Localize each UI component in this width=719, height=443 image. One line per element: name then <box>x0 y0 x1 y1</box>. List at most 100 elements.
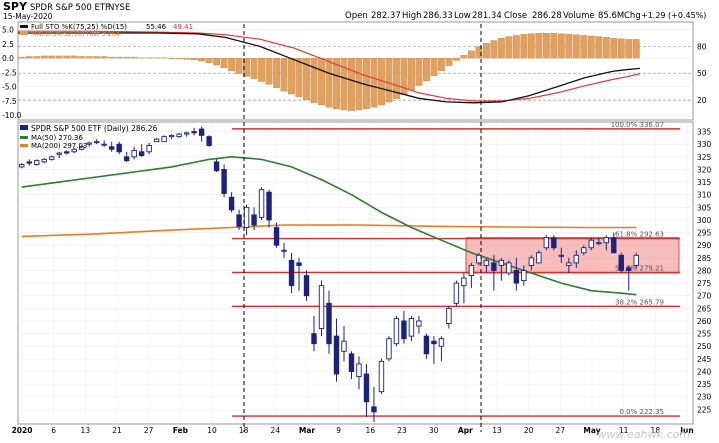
macd-hist-bar <box>423 58 430 82</box>
sto-k-line <box>18 32 641 104</box>
price-candle <box>19 163 25 169</box>
price-candle <box>378 358 385 395</box>
macd-y-tick: -7.5 <box>2 97 17 106</box>
candle-body <box>543 237 550 249</box>
price-y-tick: 250 <box>697 342 712 351</box>
macd-hist-bar <box>325 58 333 108</box>
price-candle <box>311 315 317 352</box>
candle-body <box>431 340 437 345</box>
fib-level-label: 50.0% 279.21 <box>615 264 664 272</box>
price-candle <box>506 260 512 276</box>
macd-hist-bar <box>512 35 520 59</box>
macd-hist-bar <box>550 32 558 59</box>
price-candle <box>123 151 130 162</box>
x-tick-label: 24 <box>271 426 281 435</box>
price-candle <box>446 305 452 329</box>
high-value: 286.33 <box>423 11 453 21</box>
candle-body <box>251 214 257 226</box>
price-legend-swatch <box>20 125 28 130</box>
candle-body <box>536 252 542 264</box>
x-tick-label: 27 <box>144 426 154 435</box>
price-candle <box>341 326 347 362</box>
price-candle <box>356 356 362 390</box>
macd-hist-bar <box>18 56 26 59</box>
price-y-tick: 295 <box>697 229 712 238</box>
macd-hist-bar <box>100 56 108 59</box>
macd-hist-bar <box>108 56 116 59</box>
close-label: Close <box>504 11 527 21</box>
price-candle <box>56 151 62 159</box>
open-value: 282.37 <box>371 11 401 21</box>
macd-hist-bar <box>265 58 273 85</box>
sto-k-value: 55.46 <box>146 23 167 31</box>
price-y-tick: 230 <box>697 393 712 402</box>
candle-body <box>236 214 242 227</box>
price-candle <box>521 265 527 286</box>
macd-hist-bar <box>295 58 303 98</box>
candle-body <box>146 145 152 153</box>
candle-body <box>551 237 557 249</box>
candle-body <box>401 320 407 340</box>
price-candle <box>348 351 355 380</box>
price-y-tick: 255 <box>697 330 712 339</box>
price-candle <box>333 318 340 382</box>
price-candle <box>258 187 265 220</box>
price-candle <box>273 222 280 248</box>
macd-hist-bar <box>587 35 595 59</box>
price-candle <box>476 252 482 266</box>
macd-hist-bar <box>318 58 325 106</box>
macd-hist-bar <box>348 58 355 111</box>
macd-hist-bar <box>408 58 415 91</box>
moving-averages <box>21 155 637 296</box>
candle-body <box>491 262 497 271</box>
candle-body <box>281 249 287 252</box>
macd-hist-bar <box>527 33 535 59</box>
price-candle <box>573 250 579 268</box>
candle-body <box>93 141 100 144</box>
candle-body <box>266 191 272 221</box>
volume-value: 85.6M <box>598 11 624 21</box>
candle-body <box>41 158 47 163</box>
x-tick-label: Apr <box>458 426 473 435</box>
candle-body <box>333 335 340 375</box>
quote-date: 15-May-2020 <box>3 12 53 21</box>
price-y-tick: 320 <box>697 165 712 174</box>
price-candle <box>138 144 145 157</box>
candle-body <box>79 146 85 150</box>
candle-body <box>468 264 475 276</box>
price-candle <box>611 232 617 254</box>
candle-body <box>198 128 205 136</box>
price-y-tick: 300 <box>697 216 712 225</box>
close-value: 286.28 <box>532 11 562 21</box>
macd-hist-bar <box>625 39 633 59</box>
macd-hist-bar <box>415 58 423 86</box>
x-tick-label: 27 <box>556 426 566 435</box>
ma50-legend-label: MA(50) 270.36 <box>31 134 83 142</box>
macd-y-tick: 2.5 <box>2 40 14 49</box>
price-candle <box>251 207 257 231</box>
candle-body <box>476 254 482 264</box>
macd-hist-bar <box>115 56 123 59</box>
candle-body <box>461 277 467 287</box>
price-candle <box>243 204 250 236</box>
candle-body <box>318 285 325 330</box>
macd-hist-bar <box>393 58 400 99</box>
sto-k-swatch <box>20 25 28 28</box>
macd-hist-bar <box>467 50 475 59</box>
price-candle <box>236 209 242 231</box>
price-y-tick: 270 <box>697 292 712 301</box>
macd-hist-bar <box>273 58 280 88</box>
x-tick-label: 21 <box>112 426 122 435</box>
price-candle <box>363 363 370 417</box>
ma50-legend-swatch <box>20 136 28 139</box>
x-tick-label: 23 <box>397 426 407 435</box>
macd-hist-bar <box>25 56 33 59</box>
price-candle <box>281 242 287 258</box>
price-candle <box>183 131 190 137</box>
x-tick-label: 20 <box>524 426 534 435</box>
candle-body <box>498 259 505 266</box>
price-candle <box>326 290 332 354</box>
macd-hist-bar <box>303 58 310 100</box>
sto-y-tick: 50 <box>697 69 707 78</box>
price-candle <box>228 192 235 213</box>
